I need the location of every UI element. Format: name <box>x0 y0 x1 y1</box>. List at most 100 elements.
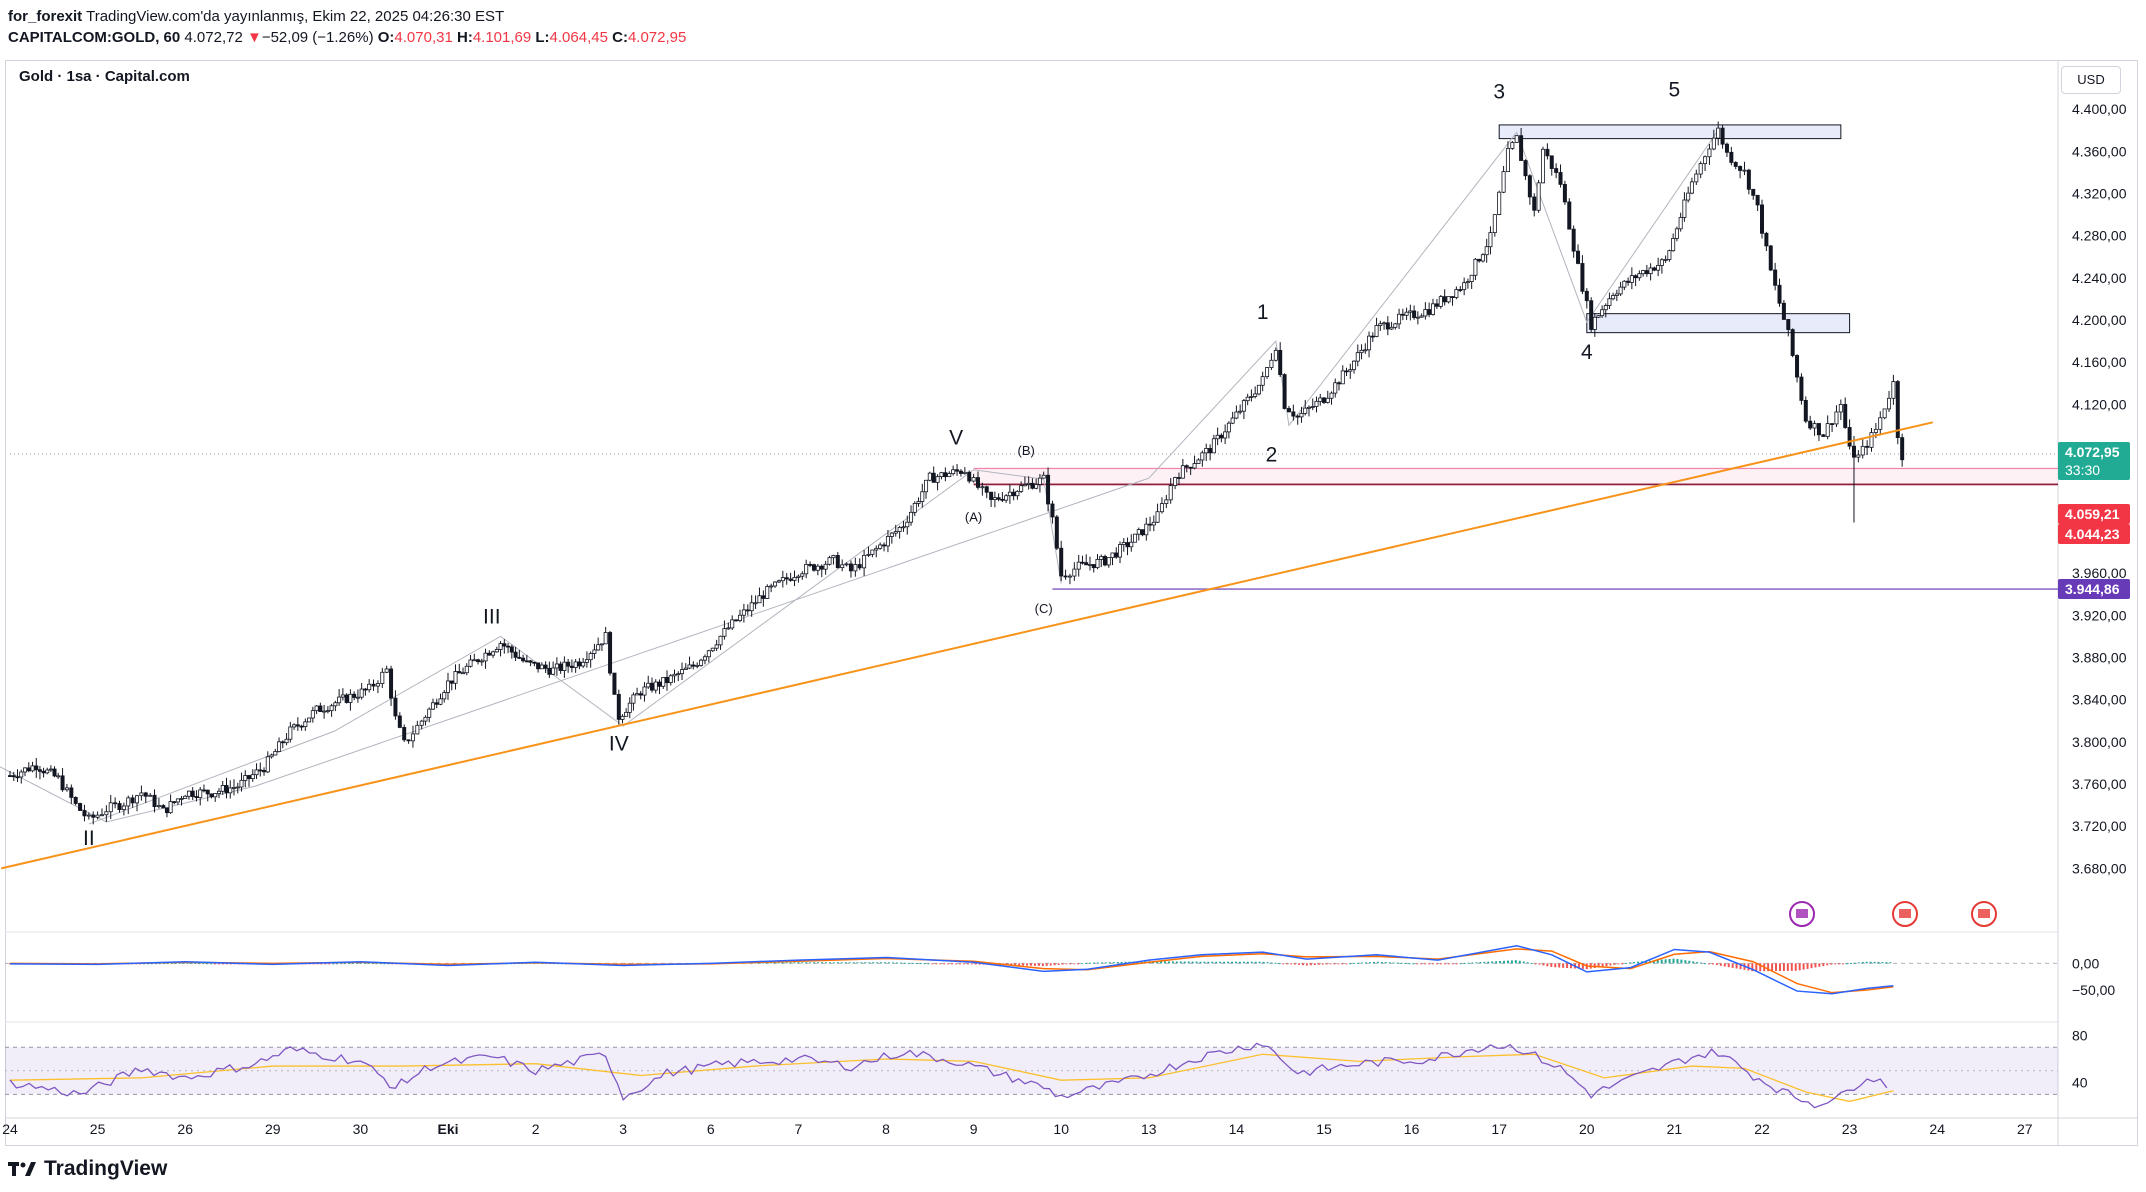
candle-body <box>1514 135 1519 143</box>
candle-body <box>45 769 50 774</box>
y-tick-label: 4.320,00 <box>2072 185 2127 201</box>
currency-selector[interactable]: USD <box>2061 66 2121 94</box>
tradingview-logo[interactable]: TradingView <box>8 1157 167 1181</box>
macd-bar <box>970 963 973 965</box>
macd-bar <box>1365 962 1368 964</box>
macd-bar <box>383 963 386 965</box>
candle-body <box>121 805 126 810</box>
candle-body <box>1760 204 1765 234</box>
candle-body <box>958 470 963 474</box>
macd-bar <box>190 962 193 964</box>
candle-body <box>269 754 274 758</box>
candle-body <box>288 726 293 740</box>
candle-body <box>235 786 240 789</box>
candle-body <box>1790 329 1795 356</box>
macd-bar <box>864 962 867 964</box>
macd-bar <box>892 962 895 964</box>
candle-body <box>1454 289 1459 298</box>
candle-body <box>1519 135 1524 161</box>
macd-bar <box>1014 963 1017 966</box>
macd-bar <box>162 963 165 965</box>
candle-body <box>295 724 300 727</box>
candle-body <box>874 547 879 551</box>
macd-bar <box>166 963 169 965</box>
candle-body <box>1363 349 1368 352</box>
price-tag <box>2058 441 2130 480</box>
candle-body <box>835 555 840 569</box>
macd-bar <box>1329 963 1332 965</box>
macd-bar <box>781 962 784 964</box>
macd-bar <box>1869 961 1872 964</box>
candle-body <box>1412 310 1417 318</box>
price-zone <box>1498 124 1842 140</box>
candle-body <box>722 628 727 637</box>
candle-body <box>1059 547 1064 577</box>
macd-bar <box>817 962 820 964</box>
candle-body <box>355 696 360 699</box>
candle-body <box>310 710 315 719</box>
macd-bar <box>1274 962 1277 964</box>
candle-body <box>1803 400 1808 422</box>
candle-body <box>1768 245 1773 271</box>
candle-body <box>657 681 662 687</box>
candle-body <box>1614 293 1619 296</box>
macd-bar <box>1298 963 1301 965</box>
wave-label: (C) <box>1035 601 1053 616</box>
candle-body <box>815 565 820 571</box>
macd-bar <box>1057 963 1060 965</box>
price-tag-label: 4.072,95 <box>2065 444 2120 460</box>
macd-bar <box>1278 963 1281 965</box>
candle-body <box>1419 315 1424 318</box>
macd-bar <box>371 963 374 965</box>
candle-body <box>1611 295 1616 300</box>
macd-bar <box>1116 962 1119 964</box>
candle-body <box>761 595 766 599</box>
macd-bar <box>1842 963 1845 965</box>
close-label: C: <box>612 29 628 46</box>
candle-body <box>521 657 526 662</box>
macd-bar <box>1282 963 1285 965</box>
macd-bar <box>1759 963 1762 972</box>
candle-body <box>1397 313 1402 325</box>
candle-body <box>1286 408 1291 413</box>
candle-body <box>82 810 87 817</box>
macd-bar <box>955 963 958 965</box>
candle-body <box>498 643 503 650</box>
candle-body <box>1622 280 1627 288</box>
candle-body <box>1306 406 1311 409</box>
low-value: 4.064,45 <box>549 29 608 46</box>
x-tick-label: 29 <box>265 1121 281 1137</box>
macd-bar <box>1818 963 1821 967</box>
macd-bar <box>1593 963 1596 968</box>
candle-body <box>1746 169 1751 190</box>
candle-body <box>48 768 53 771</box>
candle-body <box>661 677 666 687</box>
macd-bar <box>170 962 173 964</box>
candle-body <box>1241 400 1246 412</box>
candle-body <box>687 664 692 669</box>
candle-body <box>415 724 420 735</box>
publisher-name[interactable]: for_forexit <box>8 8 83 25</box>
macd-bar <box>363 962 366 964</box>
ohlc-header: CAPITALCOM:GOLD, 60 4.072,72 ▼−52,09 (−1… <box>8 29 686 46</box>
candle-body <box>734 619 739 622</box>
x-tick-label: 10 <box>1053 1121 1069 1137</box>
candle-body <box>1382 322 1387 325</box>
candle-body <box>1133 533 1138 543</box>
x-tick-label: 23 <box>1842 1121 1858 1137</box>
rsi-line <box>9 1042 1888 1109</box>
macd-bar <box>765 962 768 964</box>
candle-body <box>340 694 345 698</box>
candle-body <box>1080 561 1085 564</box>
candle-body <box>1278 349 1283 375</box>
candle-body <box>1022 484 1027 487</box>
macd-bar <box>1049 963 1052 966</box>
macd-bar <box>1708 963 1711 965</box>
candle-body <box>1707 148 1712 158</box>
candle-body <box>1344 370 1349 373</box>
macd-bar <box>895 962 898 964</box>
candle-body <box>445 680 450 693</box>
macd-bar <box>1313 963 1316 966</box>
macd-bar <box>1735 963 1738 969</box>
